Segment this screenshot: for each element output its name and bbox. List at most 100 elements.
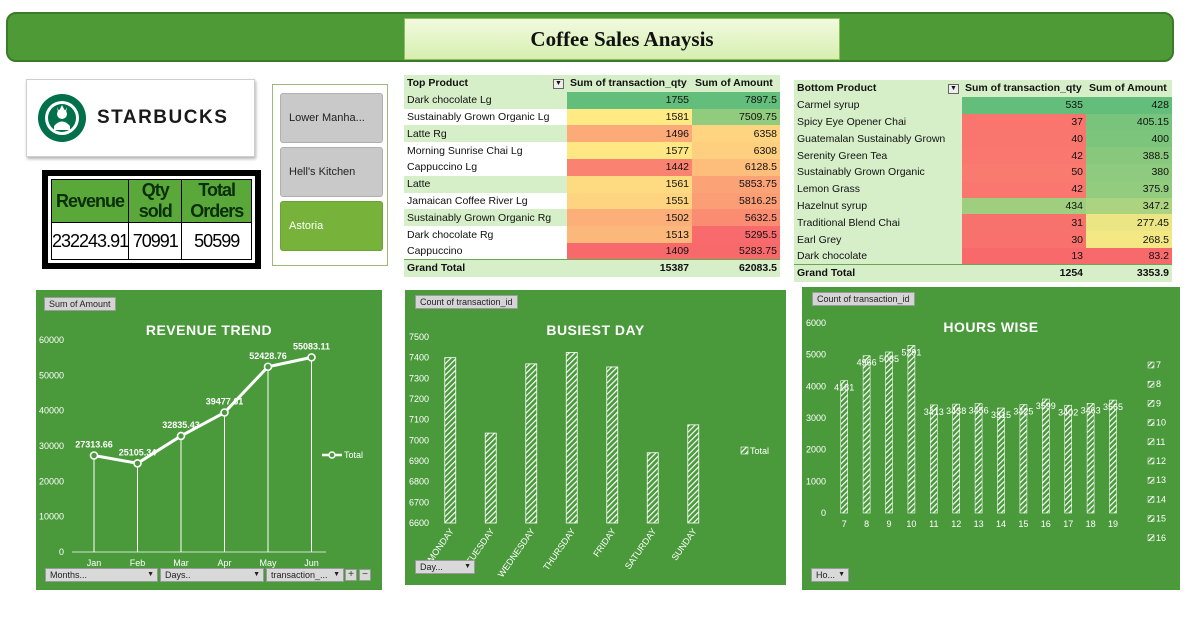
table-row: Lemon Grass 42 375.9 [794, 180, 1172, 198]
y-tick-label: 50000 [39, 370, 64, 380]
y-tick-label: 6600 [409, 518, 429, 528]
amount-cell: 6308 [692, 142, 780, 159]
x-tick-label: 19 [1108, 519, 1118, 529]
top-qty-header: Sum of transaction_qty [567, 75, 692, 92]
collapse-field-button[interactable]: − [359, 569, 371, 581]
months-filter-dropdown[interactable]: Months... [45, 568, 158, 582]
data-point [89, 451, 99, 460]
kpi-header-revenue: Revenue [50, 179, 130, 223]
product-name-cell: Traditional Blend Chai [794, 214, 962, 232]
product-name-cell: Serenity Green Tea [794, 147, 962, 164]
qty-cell: 30 [962, 231, 1086, 248]
data-label: 3456 [969, 406, 989, 416]
qty-cell: 1551 [567, 192, 692, 210]
data-label: 52428.76 [249, 351, 287, 361]
amount-cell: 347.2 [1086, 197, 1172, 215]
table-row: Guatemalan Sustainably Grown 40 400 [794, 130, 1172, 148]
bar [565, 352, 578, 524]
amount-cell: 5816.25 [692, 192, 780, 210]
count-transaction-field-button[interactable]: Count of transaction_id [812, 292, 915, 306]
hour-filter-dropdown[interactable]: Ho... [811, 568, 849, 582]
expand-field-button[interactable]: + [345, 569, 357, 581]
top-product-header: Top Product [407, 77, 469, 90]
qty-cell: 1513 [567, 226, 692, 243]
sum-of-amount-field-button[interactable]: Sum of Amount [44, 297, 116, 311]
amount-cell: 268.5 [1086, 231, 1172, 248]
x-tick-label: THURSDAY [541, 526, 577, 572]
legend-label: 8 [1156, 379, 1161, 389]
bar [484, 432, 497, 524]
data-label: 4181 [834, 383, 854, 393]
data-label: 4966 [857, 358, 877, 368]
bar [930, 404, 938, 514]
transaction-filter-dropdown[interactable]: transaction_... [266, 568, 344, 582]
legend-swatch [1147, 534, 1155, 542]
legend-swatch [1147, 476, 1155, 484]
filter-dropdown-icon[interactable]: ▼ [948, 84, 959, 95]
kpi-value-qty: 70991 [128, 222, 183, 260]
qty-cell: 50 [962, 163, 1086, 181]
filter-dropdown-icon[interactable]: ▼ [553, 79, 564, 90]
x-tick-label: 10 [906, 519, 916, 529]
amount-cell: 7897.5 [692, 91, 780, 109]
product-name-cell: Earl Grey [794, 231, 962, 248]
top-grand-total-qty: 15387 [567, 259, 692, 277]
table-row: Morning Sunrise Chai Lg 1577 6308 [404, 142, 780, 159]
slicer-item-lower-manhattan[interactable]: Lower Manha... [280, 93, 383, 143]
product-name-cell: Hazelnut syrup [794, 197, 962, 215]
product-name-cell: Morning Sunrise Chai Lg [404, 142, 567, 159]
x-tick-label: WEDNESDAY [496, 526, 537, 579]
table-row: Sustainably Grown Organic 50 380 [794, 163, 1172, 181]
top-grand-total-label: Grand Total [404, 259, 567, 277]
y-tick-label: 7300 [409, 373, 429, 383]
product-name-cell: Cappuccino Lg [404, 158, 567, 176]
legend-label: Total [750, 446, 769, 456]
x-tick-label: 11 [929, 519, 938, 529]
x-tick-label: FRIDAY [591, 526, 618, 558]
legend-swatch [1147, 438, 1155, 446]
count-transaction-field-button[interactable]: Count of transaction_id [415, 295, 518, 309]
bar [840, 380, 849, 514]
qty-cell: 37 [962, 113, 1086, 131]
y-tick-label: 40000 [39, 406, 64, 416]
days-filter-dropdown[interactable]: Days.. [160, 568, 264, 582]
slicer-item-hells-kitchen[interactable]: Hell's Kitchen [280, 147, 383, 197]
bottom-grand-total-amount: 3353.9 [1086, 264, 1172, 282]
product-name-cell: Dark chocolate Rg [404, 226, 567, 243]
table-row: Hazelnut syrup 434 347.2 [794, 197, 1172, 215]
x-tick-label: 14 [996, 519, 1006, 529]
qty-cell: 1502 [567, 209, 692, 227]
x-tick-label: SATURDAY [623, 526, 659, 571]
slicer-item-astoria[interactable]: Astoria [280, 201, 383, 251]
y-tick-label: 7400 [409, 353, 429, 363]
qty-cell: 40 [962, 130, 1086, 148]
product-name-cell: Guatemalan Sustainably Grown [794, 130, 962, 148]
amount-cell: 83.2 [1086, 247, 1172, 265]
data-point [263, 362, 273, 372]
table-row: Spicy Eye Opener Chai 37 405.15 [794, 113, 1172, 131]
legend-label: 9 [1156, 398, 1161, 408]
kpi-table: Revenue Qty sold Total Orders 232243.91 … [50, 179, 252, 260]
bar [885, 351, 893, 514]
bar [907, 345, 916, 514]
bar [862, 355, 871, 514]
legend-marker [328, 451, 336, 459]
bar [1042, 398, 1050, 514]
y-tick-label: 1000 [806, 476, 826, 486]
product-name-cell: Lemon Grass [794, 180, 962, 198]
table-row: Dark chocolate Rg 1513 5295.5 [404, 226, 780, 243]
y-tick-label: 5000 [806, 350, 826, 360]
amount-cell: 6358 [692, 125, 780, 143]
bottom-amount-header: Sum of Amount [1086, 80, 1172, 97]
amount-cell: 7509.75 [692, 108, 780, 126]
x-tick-label: Jan [87, 558, 102, 568]
legend-label: 11 [1156, 437, 1165, 447]
legend-swatch [1147, 496, 1155, 503]
y-tick-label: 7200 [409, 394, 429, 404]
y-tick-label: 30000 [39, 441, 64, 451]
product-name-cell: Sustainably Grown Organic [794, 163, 962, 181]
product-name-cell: Spicy Eye Opener Chai [794, 113, 962, 131]
day-filter-dropdown[interactable]: Day... [415, 560, 475, 574]
x-tick-label: Jun [304, 558, 319, 568]
hours-wise-title: HOURS WISE [943, 319, 1039, 335]
